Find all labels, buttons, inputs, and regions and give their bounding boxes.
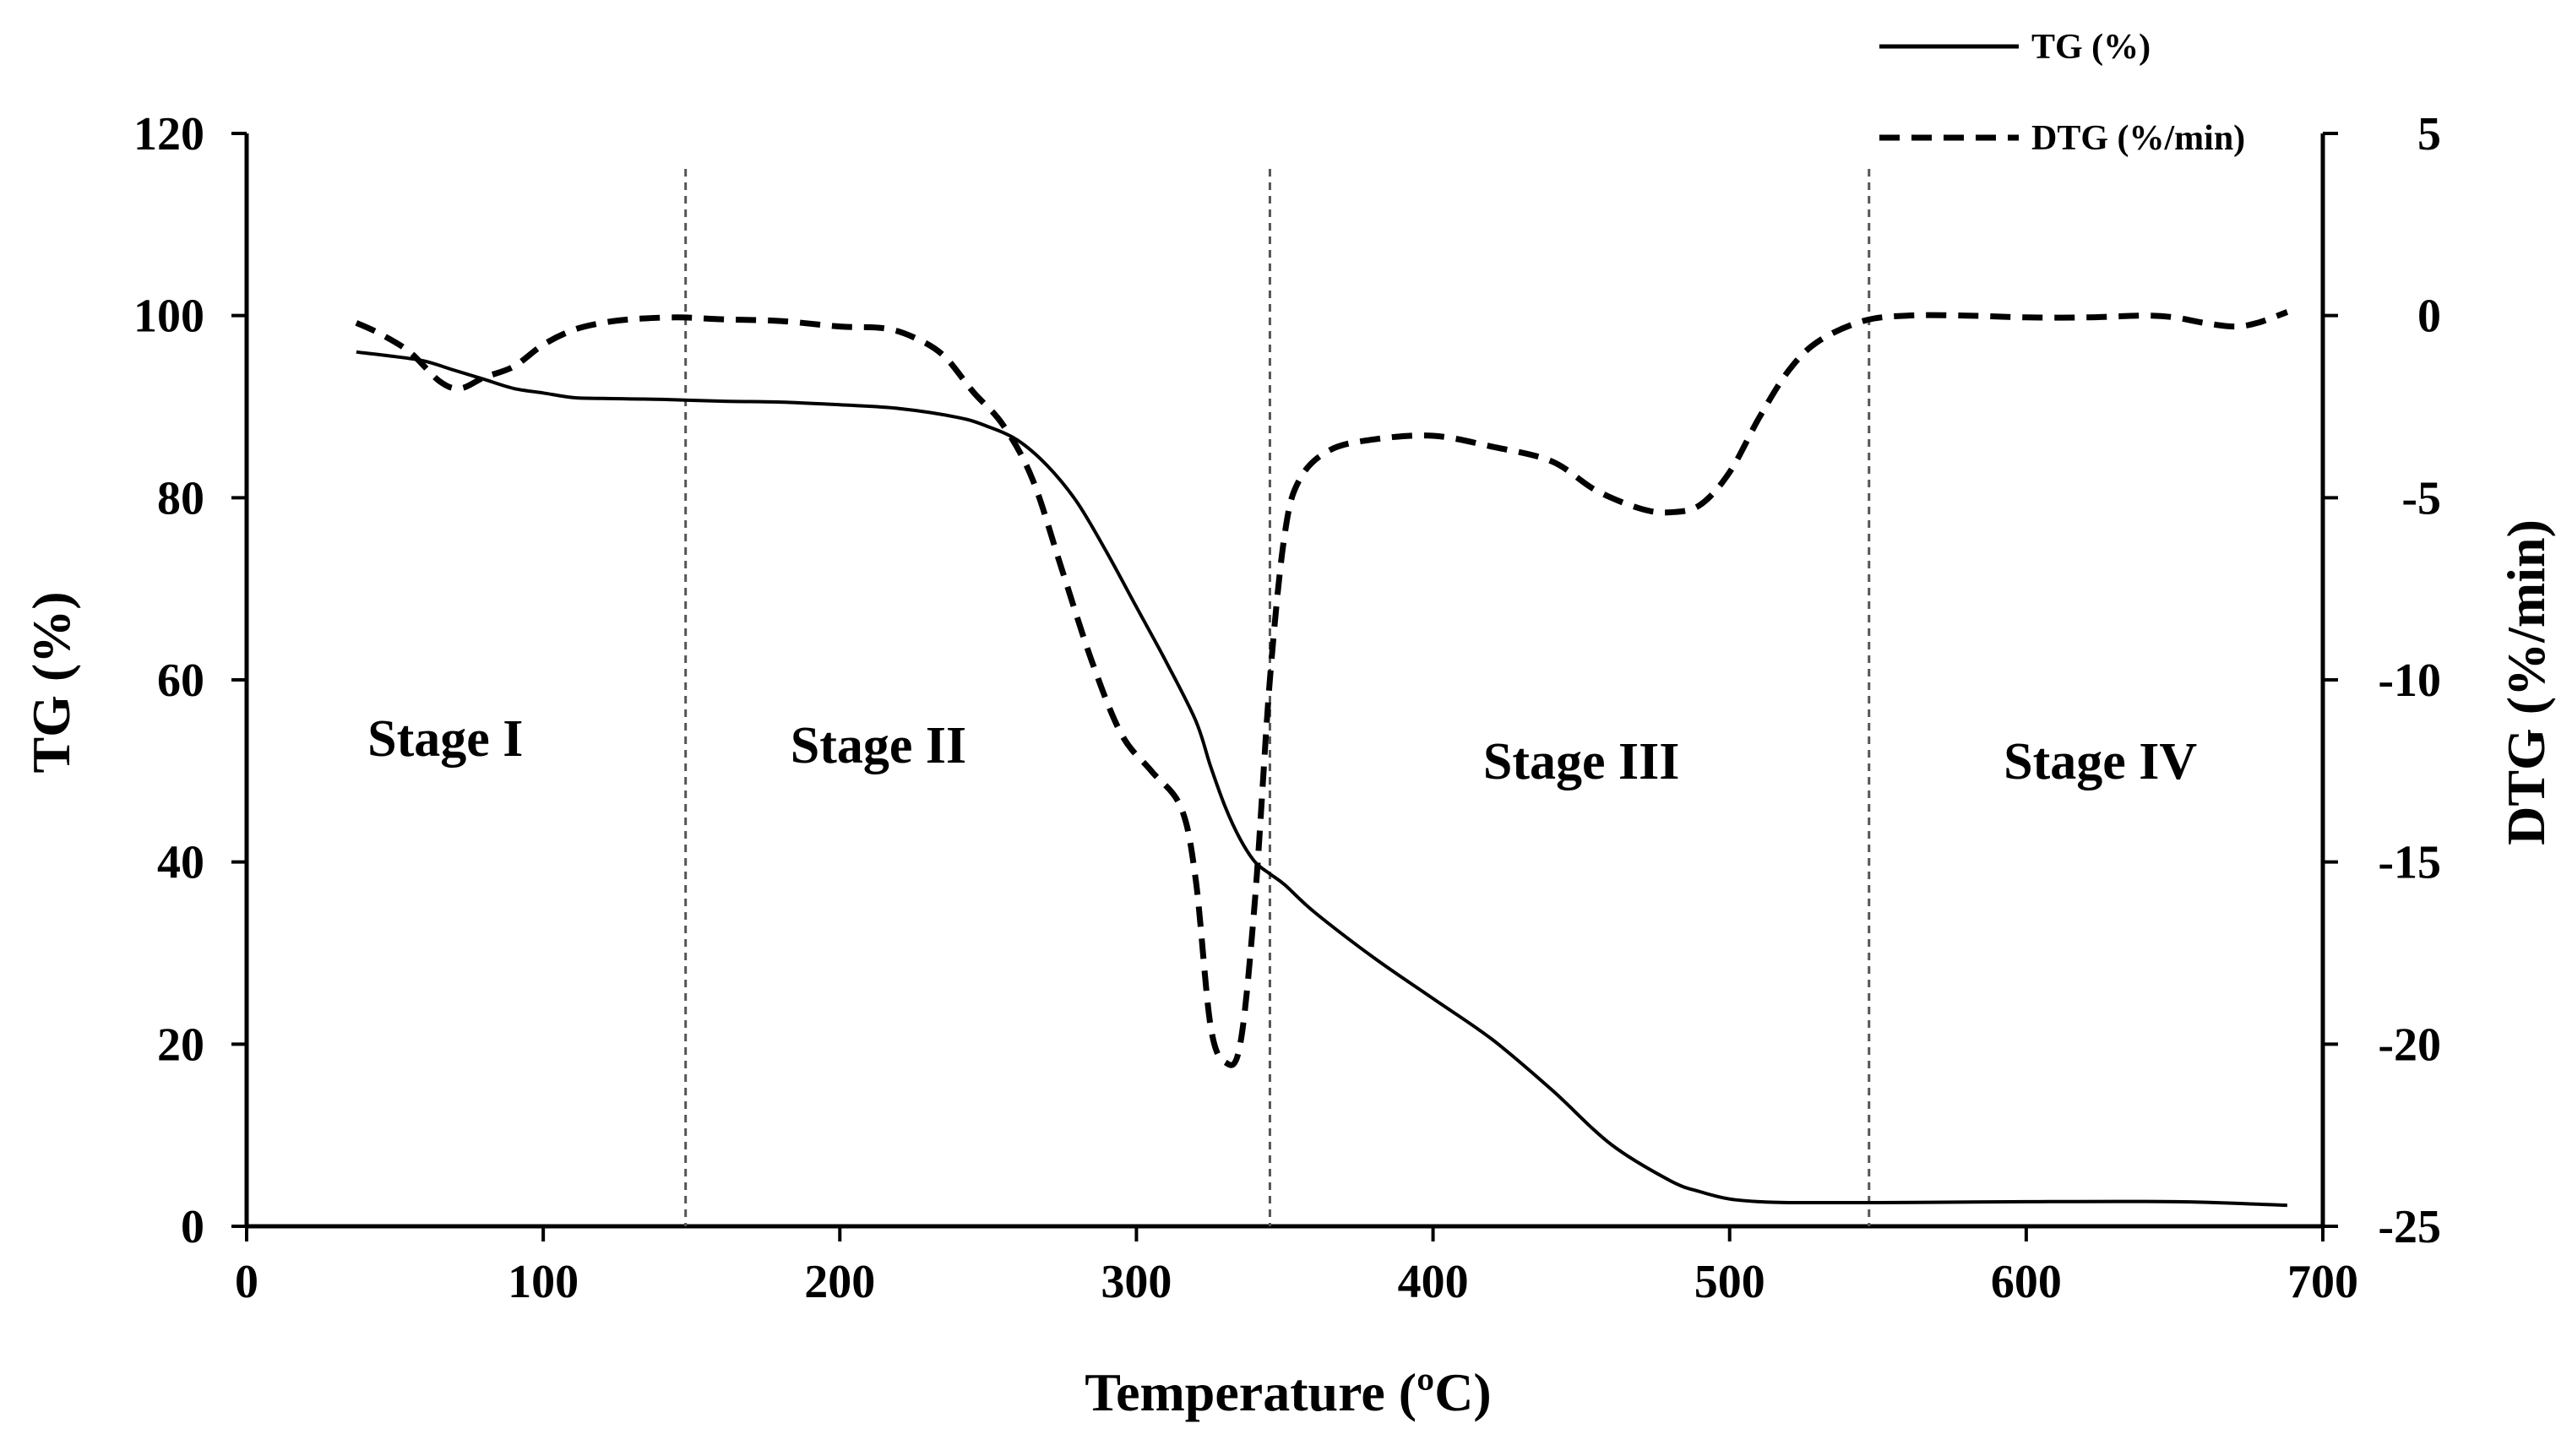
x-tick-label: 700 [2287, 1256, 2358, 1308]
stage-label: Stage IV [2004, 733, 2197, 790]
y-tick-label: 100 [133, 291, 204, 343]
y2-tick-label: 0 [2417, 291, 2441, 343]
tick-labels: 0 100 200 300 400 500 600 700 0 20 40 60 80 100 120 -25… [133, 108, 2441, 1308]
stage-labels: Stage I Stage II Stage III Stage IV [367, 710, 2197, 790]
x-tick-label: 500 [1694, 1256, 1765, 1308]
stage-label: Stage II [791, 717, 966, 774]
dtg-series-line [355, 309, 2289, 1068]
y-tick-label: 40 [157, 837, 204, 889]
data-series [355, 309, 2289, 1208]
x-tick-label: 600 [1991, 1256, 2062, 1308]
y2-axis-title: DTG (%/min) [2496, 519, 2556, 845]
x-tick-label: 0 [235, 1256, 258, 1308]
x-tick-label: 300 [1101, 1256, 1172, 1308]
y-tick-label: 60 [157, 655, 204, 707]
legend-tg-label: TG (%) [2031, 28, 2151, 67]
x-tick-label: 200 [804, 1256, 875, 1308]
stage-boundary-lines [684, 169, 1871, 1226]
axes [231, 132, 2338, 1241]
y-tick-label: 120 [133, 108, 204, 160]
y-tick-label: 0 [181, 1201, 204, 1253]
y-tick-label: 20 [157, 1019, 204, 1071]
y-tick-label: 80 [157, 472, 204, 524]
y2-tick-label: -5 [2401, 472, 2441, 524]
stage-label: Stage I [367, 710, 523, 768]
legend: TG (%) DTG (%/min) [1879, 28, 2245, 158]
legend-dtg-label: DTG (%/min) [2031, 119, 2245, 158]
y2-tick-label: -10 [2378, 655, 2441, 707]
x-tick-label: 400 [1398, 1256, 1469, 1308]
x-tick-label: 100 [508, 1256, 579, 1308]
tg-series-line [356, 350, 2287, 1208]
y-axis-title: TG (%) [21, 591, 81, 773]
stage-label: Stage III [1483, 733, 1680, 790]
y2-tick-label: 5 [2417, 108, 2441, 160]
x-axis-title: Temperature (ºC) [1085, 1362, 1491, 1422]
y2-tick-label: -25 [2378, 1201, 2441, 1253]
y2-tick-label: -20 [2378, 1019, 2441, 1071]
y2-tick-label: -15 [2378, 837, 2441, 889]
